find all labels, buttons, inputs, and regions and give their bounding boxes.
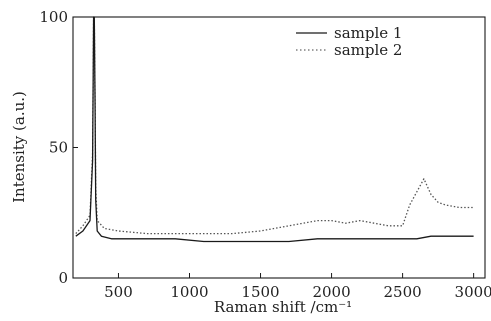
y-tick-label: 0 xyxy=(58,269,68,287)
legend-label-sample-2: sample 2 xyxy=(334,41,402,59)
y-axis-ticks: 0 50 100 xyxy=(39,8,78,287)
x-tick-label: 500 xyxy=(104,283,133,301)
x-tick-label: 1500 xyxy=(241,283,279,301)
x-tick-label: 2000 xyxy=(312,283,350,301)
series-line-1 xyxy=(75,16,474,243)
y-tick-label: 100 xyxy=(39,8,68,26)
y-axis-title: Intensity (a.u.) xyxy=(10,91,28,203)
x-axis-ticks: 500 1000 1500 2000 2500 3000 xyxy=(104,273,491,301)
y-tick-label: 50 xyxy=(49,139,68,157)
x-tick-label: 1000 xyxy=(170,283,208,301)
x-axis-title: Raman shift /cm⁻¹ xyxy=(214,298,352,316)
series-line-2 xyxy=(75,16,474,235)
x-tick-label: 2500 xyxy=(384,283,422,301)
series-layer xyxy=(75,16,474,243)
legend-label-sample-1: sample 1 xyxy=(334,24,402,42)
x-tick-label: 3000 xyxy=(455,283,491,301)
legend: sample 1 sample 2 xyxy=(296,24,402,59)
